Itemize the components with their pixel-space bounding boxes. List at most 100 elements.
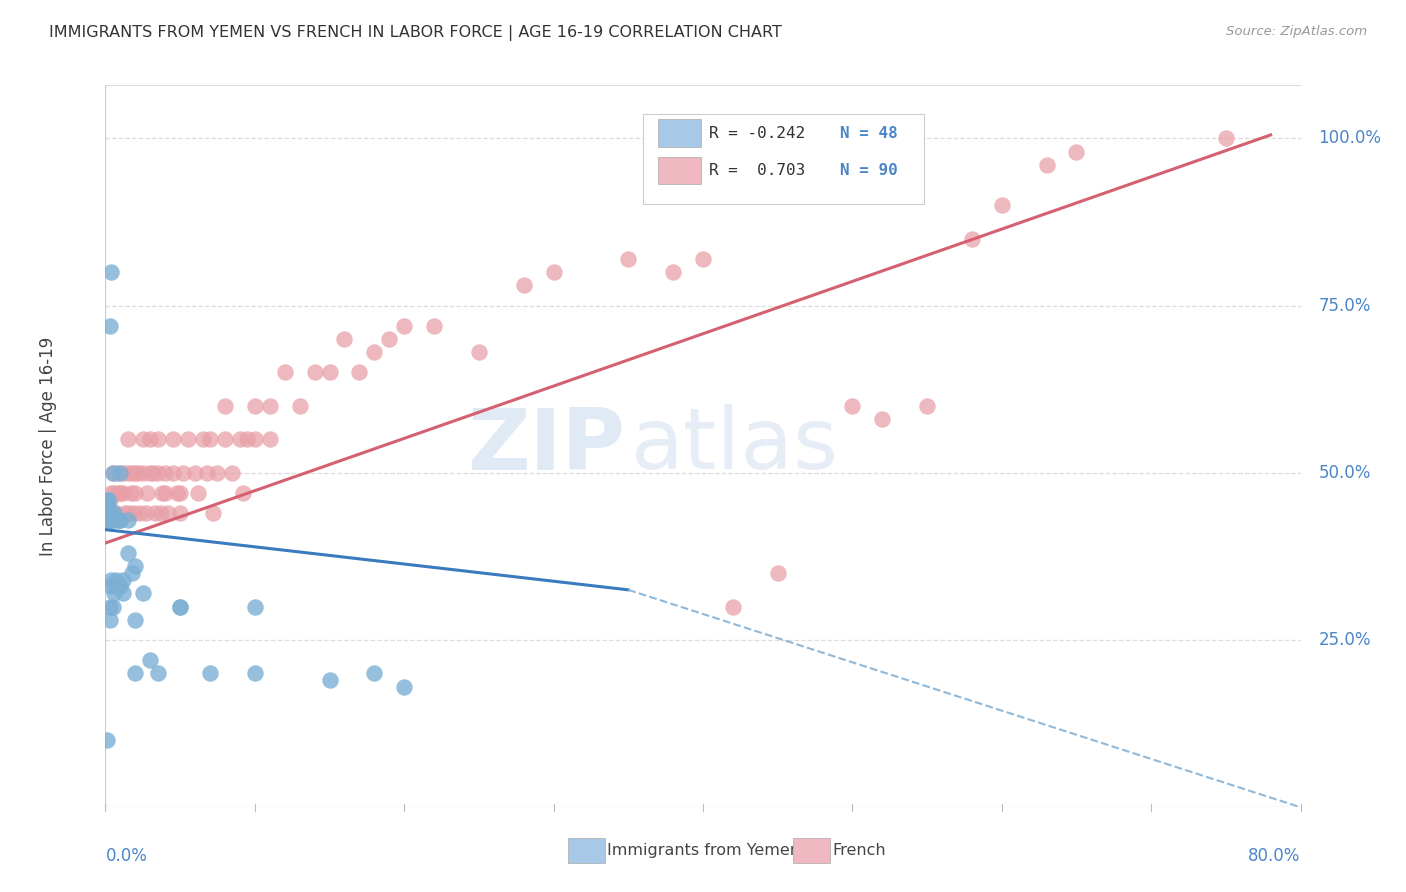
Point [98, 318, 121, 333]
Point [128, 506, 150, 520]
Point [110, 512, 132, 526]
Point [117, 433, 139, 447]
Point [101, 506, 124, 520]
Text: 50.0%: 50.0% [1319, 464, 1371, 482]
Point [214, 433, 236, 447]
Text: atlas: atlas [631, 404, 839, 488]
Point [110, 466, 132, 480]
Text: In Labor Force | Age 16-19: In Labor Force | Age 16-19 [39, 336, 58, 556]
Point [139, 433, 162, 447]
Point [169, 599, 191, 614]
Point [139, 653, 162, 667]
Point [273, 366, 295, 380]
Point [100, 485, 122, 500]
Point [1035, 158, 1057, 172]
Point [98, 613, 121, 627]
Point [259, 399, 281, 413]
Point [243, 666, 266, 681]
Point [960, 232, 983, 246]
Point [363, 666, 385, 681]
Point [98, 512, 121, 526]
Point [108, 485, 131, 500]
Point [118, 506, 141, 520]
Point [318, 366, 340, 380]
Point [136, 485, 159, 500]
Point [221, 466, 243, 480]
Point [149, 506, 172, 520]
Point [120, 485, 142, 500]
Point [104, 512, 127, 526]
Point [132, 466, 155, 480]
Point [121, 566, 143, 581]
Point [110, 580, 132, 594]
Point [172, 466, 194, 480]
Text: 25.0%: 25.0% [1319, 631, 1371, 649]
Point [150, 485, 173, 500]
FancyBboxPatch shape [658, 157, 700, 185]
Point [288, 399, 311, 413]
Point [97, 500, 120, 514]
Point [117, 466, 139, 480]
Point [142, 466, 165, 480]
Point [162, 466, 184, 480]
Point [135, 506, 157, 520]
Text: Source: ZipAtlas.com: Source: ZipAtlas.com [1226, 25, 1367, 38]
Point [100, 573, 122, 587]
Point [394, 318, 416, 333]
Point [333, 332, 356, 346]
Point [103, 586, 125, 600]
Point [146, 666, 169, 681]
Text: IMMIGRANTS FROM YEMEN VS FRENCH IN LABOR FORCE | AGE 16-19 CORRELATION CHART: IMMIGRANTS FROM YEMEN VS FRENCH IN LABOR… [49, 25, 782, 41]
Point [124, 485, 146, 500]
Point [166, 485, 188, 500]
Point [97, 492, 120, 507]
Point [139, 466, 162, 480]
Point [101, 466, 124, 480]
Point [236, 433, 259, 447]
Point [214, 399, 236, 413]
Point [97, 500, 120, 514]
Point [100, 512, 122, 526]
Point [169, 599, 191, 614]
Point [121, 466, 143, 480]
Text: R = -0.242: R = -0.242 [709, 126, 806, 141]
Text: 80.0%: 80.0% [1249, 847, 1301, 865]
Point [100, 580, 122, 594]
Point [98, 599, 121, 614]
Point [243, 399, 266, 413]
Point [101, 466, 124, 480]
Point [124, 613, 146, 627]
Point [202, 506, 225, 520]
Point [96, 506, 118, 520]
Text: R =  0.703: R = 0.703 [709, 163, 806, 178]
Point [143, 506, 166, 520]
Point [97, 506, 120, 520]
Point [423, 318, 446, 333]
Point [543, 265, 565, 279]
FancyBboxPatch shape [568, 838, 605, 863]
Point [176, 433, 198, 447]
Point [162, 433, 184, 447]
Point [349, 366, 371, 380]
Point [259, 433, 281, 447]
Point [191, 433, 214, 447]
Point [110, 485, 132, 500]
Point [101, 512, 124, 526]
Point [98, 492, 121, 507]
Point [721, 599, 744, 614]
Point [304, 366, 326, 380]
Point [468, 345, 491, 359]
Point [155, 466, 177, 480]
Text: Immigrants from Yemen: Immigrants from Yemen [607, 843, 800, 858]
Point [103, 506, 125, 520]
Point [157, 506, 180, 520]
Point [394, 680, 416, 694]
Point [187, 485, 209, 500]
Point [107, 580, 129, 594]
Point [155, 485, 177, 500]
Point [318, 673, 340, 688]
Point [363, 345, 385, 359]
Point [124, 666, 146, 681]
Point [122, 506, 145, 520]
Point [1066, 145, 1088, 159]
